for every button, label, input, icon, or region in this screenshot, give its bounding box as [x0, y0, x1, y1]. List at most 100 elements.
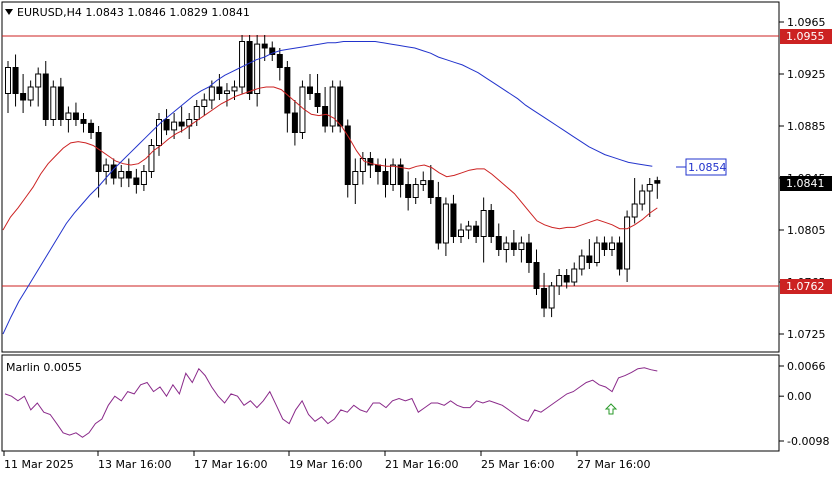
candle	[284, 61, 291, 133]
candle	[12, 54, 19, 107]
candle-body	[5, 67, 11, 94]
time-tick-label: 19 Mar 16:00	[289, 458, 362, 471]
candle-body	[518, 242, 525, 250]
candle	[276, 48, 283, 81]
candle-body	[42, 73, 49, 120]
price-tick-label: 1.0725	[787, 328, 826, 341]
candle-body	[442, 203, 449, 244]
candle	[548, 282, 555, 318]
candle	[125, 158, 132, 188]
candle-body	[556, 275, 563, 287]
candle	[344, 119, 351, 198]
candle-body	[163, 119, 170, 131]
candle-body	[148, 145, 155, 172]
candle-body	[269, 47, 276, 55]
candle	[624, 210, 631, 282]
time-tick-label: 13 Mar 16:00	[98, 458, 171, 471]
candle	[390, 158, 397, 191]
candle	[208, 80, 215, 110]
ma-slow-line	[2, 41, 653, 335]
candle	[118, 165, 125, 188]
candle-body	[171, 121, 178, 131]
indicator-panel-frame	[1, 354, 780, 452]
candle-body	[586, 255, 593, 263]
candle-body	[480, 210, 487, 237]
candle-body	[201, 99, 208, 107]
candle	[193, 100, 200, 126]
candle	[518, 236, 525, 263]
time-tick-label: 27 Mar 16:00	[577, 458, 650, 471]
time-tick-label: 17 Mar 16:00	[194, 458, 267, 471]
candle-body	[601, 242, 608, 250]
candle-body	[133, 177, 140, 185]
candle	[133, 168, 140, 194]
upper-level-tag	[780, 29, 832, 44]
ma-value-box	[685, 158, 727, 176]
candle-body	[57, 86, 64, 120]
candle-body	[578, 255, 585, 270]
candle	[631, 178, 638, 224]
candle	[27, 80, 34, 107]
candle-body	[291, 112, 298, 133]
candle-body	[254, 43, 261, 94]
time-axis: 11 Mar 2025 13 Mar 16:00 17 Mar 16:00 19 Ma…	[3, 451, 650, 471]
candle	[178, 106, 185, 133]
candle	[103, 158, 110, 185]
candle-body	[337, 86, 344, 127]
candle	[533, 249, 540, 295]
candle	[367, 152, 374, 178]
candle-body	[450, 203, 457, 237]
candle	[405, 171, 412, 211]
candle-body	[465, 225, 472, 231]
candle	[246, 35, 253, 100]
candle-body	[397, 164, 404, 185]
candle	[654, 176, 661, 199]
candle-body	[631, 203, 638, 218]
candle	[646, 178, 653, 217]
candle-body	[525, 242, 532, 263]
candle-body	[307, 86, 313, 94]
candle-body	[495, 236, 502, 250]
candle	[442, 197, 449, 256]
current-price-tag	[780, 176, 832, 191]
candle	[269, 41, 276, 61]
candle	[374, 158, 381, 185]
candle	[254, 35, 261, 107]
time-tick-label: 21 Mar 16:00	[385, 458, 458, 471]
candle-body	[405, 184, 412, 198]
candle	[156, 113, 162, 156]
candle-body	[125, 171, 132, 179]
marlin-line	[4, 367, 658, 438]
price-tick-label: 1.0965	[787, 16, 826, 29]
candle	[239, 35, 246, 94]
candle	[352, 158, 359, 204]
candle-body	[390, 164, 397, 185]
candle	[578, 249, 585, 276]
candle	[20, 74, 27, 113]
candle	[95, 126, 102, 198]
candle-body	[118, 171, 125, 179]
candle	[427, 165, 434, 204]
candle-body	[616, 242, 623, 270]
time-tick-label: 25 Mar 16:00	[481, 458, 554, 471]
price-panel-frame	[1, 1, 780, 353]
candle	[57, 77, 64, 126]
candle-body	[156, 119, 162, 146]
candle-body	[563, 275, 570, 283]
candle-body	[12, 67, 19, 94]
candle	[50, 80, 57, 126]
candle-body	[435, 197, 442, 244]
candle-body	[239, 41, 246, 88]
indicator-tick-label: -0.0098	[787, 435, 829, 448]
candle-body	[216, 86, 223, 94]
candle-body	[458, 229, 464, 237]
candle	[412, 178, 419, 204]
candle-body	[412, 184, 419, 198]
candle	[201, 93, 208, 116]
chevron-down-icon[interactable]	[5, 9, 13, 15]
candle	[397, 158, 404, 198]
candle-body	[95, 132, 102, 172]
price-tick-label: 1.0885	[787, 120, 826, 133]
candle-body	[208, 86, 215, 101]
